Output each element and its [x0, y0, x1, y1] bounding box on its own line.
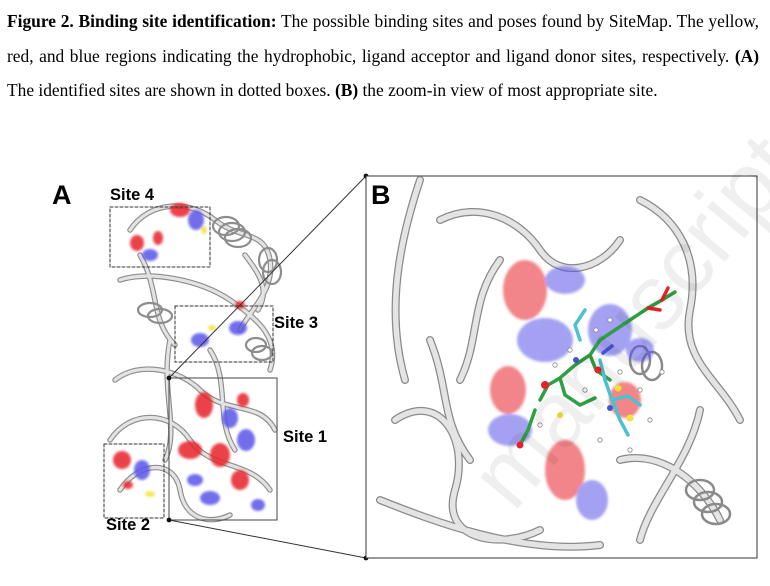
panel-b-label: B	[371, 180, 391, 210]
site3-label: Site 3	[274, 314, 319, 332]
site2-label: Site 2	[106, 516, 151, 534]
site1-label: Site 1	[283, 428, 328, 446]
zoom-connector	[168, 175, 367, 559]
panel-a-label: A	[52, 180, 72, 210]
caption-panel-a: (A)	[734, 45, 759, 66]
site3-box	[174, 305, 274, 363]
caption-text-3: the zoom-in view of most appropriate sit…	[358, 80, 658, 101]
figure-label: Figure 2.	[7, 11, 74, 31]
protein-structure-illustration	[103, 173, 758, 561]
figure-title: Binding site identification:	[78, 11, 277, 31]
panel-a-protein	[103, 203, 283, 523]
figure-caption: Figure 2. Binding site identification: T…	[7, 4, 759, 108]
site4-label: Site 4	[110, 186, 155, 204]
site1-box	[168, 377, 278, 521]
panel-b-zoom	[365, 175, 758, 559]
caption-text-1: The possible binding sites and poses fou…	[7, 11, 759, 66]
site4-box	[109, 206, 211, 268]
figure-image: A B Site 4 Site 3 Site 1 Site 2 manuscri…	[0, 116, 770, 581]
caption-text-2: The identified sites are shown in dotted…	[7, 80, 335, 101]
site2-box	[103, 443, 165, 519]
caption-panel-b: (B)	[334, 80, 359, 101]
